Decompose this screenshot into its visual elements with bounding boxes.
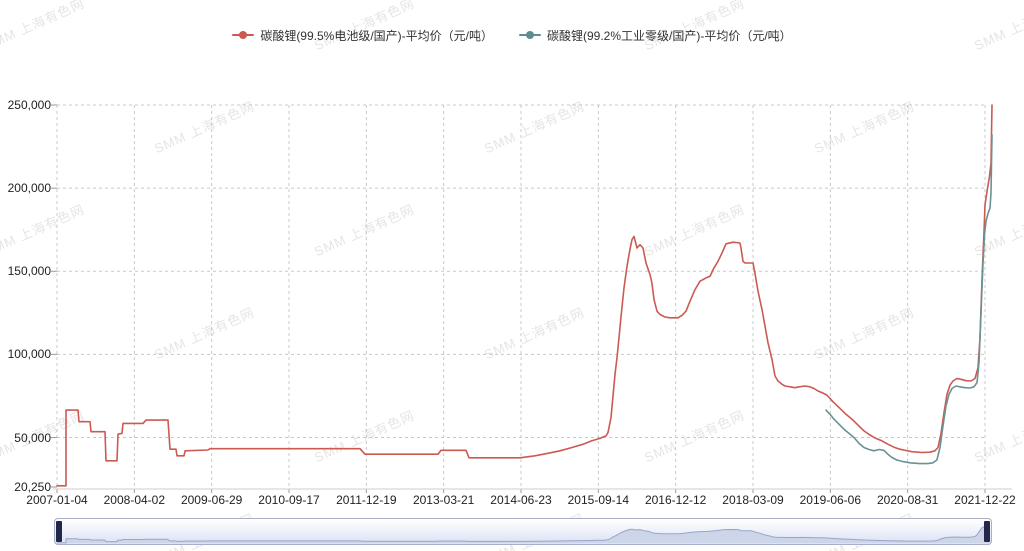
navigator-right-handle[interactable] bbox=[984, 521, 990, 542]
navigator-left-handle[interactable] bbox=[56, 521, 62, 542]
range-navigator[interactable] bbox=[54, 518, 992, 545]
legend-label-battery-grade: 碳酸锂(99.5%电池级/国产)-平均价（元/吨） bbox=[260, 28, 493, 43]
legend-item-industrial-grade[interactable]: 碳酸锂(99.2%工业零级/国产)-平均价（元/吨） bbox=[519, 27, 792, 44]
legend-item-battery-grade[interactable]: 碳酸锂(99.5%电池级/国产)-平均价（元/吨） bbox=[232, 27, 493, 44]
chart-legend: 碳酸锂(99.5%电池级/国产)-平均价（元/吨） 碳酸锂(99.2%工业零级/… bbox=[0, 27, 1024, 43]
legend-marker-teal bbox=[519, 31, 541, 39]
legend-dot-teal bbox=[526, 31, 534, 39]
legend-marker-red bbox=[232, 31, 255, 39]
legend-dot-red bbox=[239, 31, 248, 39]
legend-label-industrial-grade: 碳酸锂(99.2%工业零级/国产)-平均价（元/吨） bbox=[547, 28, 792, 43]
navigator-mini-chart bbox=[57, 521, 990, 544]
